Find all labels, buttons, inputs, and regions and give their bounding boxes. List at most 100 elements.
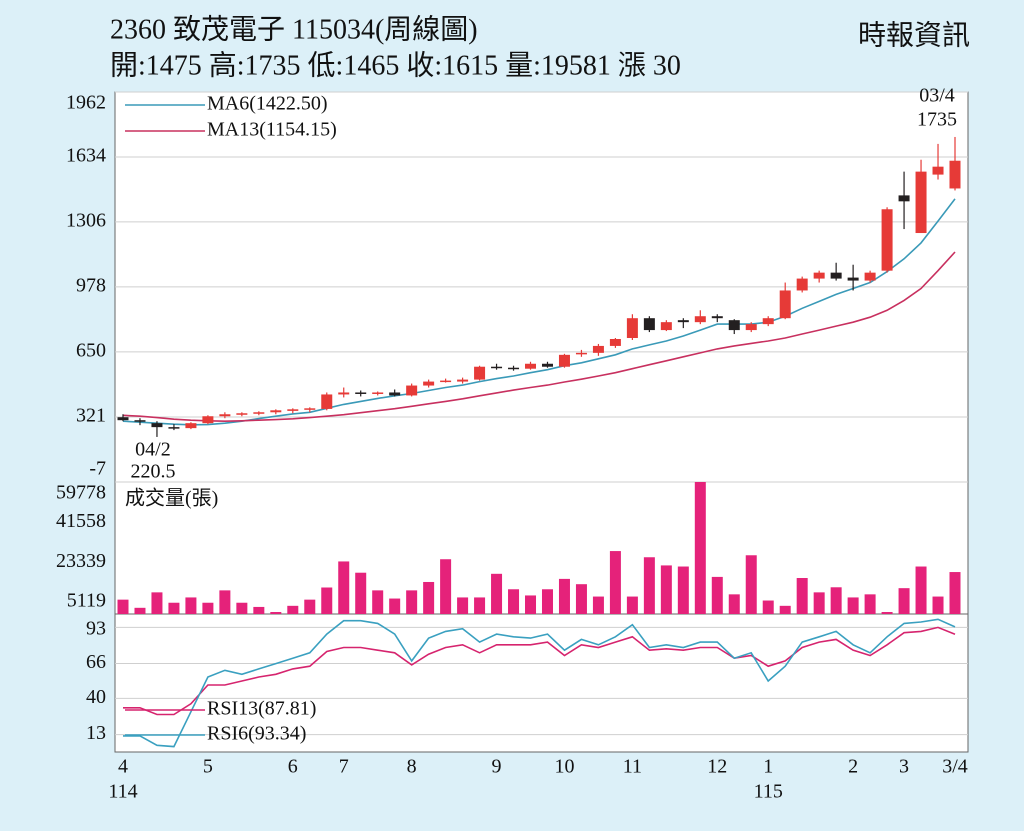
y-tick-label: 93 <box>86 618 106 640</box>
candle-body <box>372 392 384 394</box>
series-line <box>122 198 956 426</box>
candle-body <box>609 338 621 346</box>
bar <box>745 555 757 614</box>
candle-body <box>389 392 401 396</box>
bar <box>440 559 452 614</box>
bar <box>304 599 316 614</box>
candle-body <box>168 427 180 429</box>
candle-body <box>423 381 435 386</box>
annotation-value: 220.5 <box>130 461 175 483</box>
y-tick-label: 40 <box>86 686 106 708</box>
bar <box>762 600 774 614</box>
bar <box>830 587 842 614</box>
source: 時報資訊 <box>858 19 970 51</box>
candle-body <box>525 363 537 369</box>
candle-body <box>508 367 520 370</box>
x-tick-label: 8 <box>407 756 417 778</box>
candle-body <box>440 380 452 383</box>
bar <box>694 482 706 614</box>
bar <box>202 602 214 614</box>
candle-body <box>202 416 214 424</box>
bar <box>932 596 944 614</box>
candle-body <box>626 318 638 339</box>
candle-body <box>932 166 944 175</box>
x-tick-label: 3 <box>899 756 909 778</box>
candle-body <box>660 322 672 331</box>
candle-body <box>253 412 265 414</box>
legend-label: MA6(1422.50) <box>207 93 328 115</box>
x-tick-label: 7 <box>339 756 349 778</box>
y-tick-label: 978 <box>76 274 106 296</box>
bar <box>389 598 401 614</box>
bar <box>287 605 299 614</box>
candle-body <box>406 385 418 396</box>
bar <box>728 594 740 614</box>
bar <box>117 599 129 614</box>
bar <box>915 566 927 614</box>
bar <box>796 578 808 614</box>
summary: 開:1475 高:1735 低:1465 收:1615 量:19581 漲 30 <box>110 49 681 81</box>
bar <box>406 590 418 614</box>
candle-body <box>864 272 876 281</box>
y-tick-label: 650 <box>76 339 106 361</box>
bar <box>270 612 282 614</box>
candle-body <box>558 354 570 367</box>
candle-body <box>321 394 333 409</box>
candle-body <box>881 209 893 271</box>
bar <box>457 597 469 614</box>
y-tick-label: 41558 <box>56 510 106 532</box>
series-line <box>122 251 956 423</box>
candle-body <box>847 277 859 281</box>
candle-body <box>949 160 961 189</box>
y-tick-label: 1306 <box>66 210 106 232</box>
bar <box>575 584 587 614</box>
bar <box>253 606 265 614</box>
annotation: 04/2 <box>135 439 171 461</box>
bar <box>558 578 570 614</box>
x-tick-label: 2 <box>848 756 858 778</box>
candle-body <box>304 408 316 410</box>
bar <box>881 612 893 614</box>
bar <box>847 597 859 614</box>
candle-body <box>134 420 146 422</box>
candle-body <box>694 316 706 323</box>
candle-body <box>915 171 927 234</box>
x-tick-label: 6 <box>288 756 298 778</box>
candle-body <box>830 272 842 279</box>
bar <box>592 596 604 614</box>
bar <box>168 602 180 614</box>
y-tick-label: 59778 <box>56 482 106 504</box>
bar <box>474 597 486 614</box>
bar <box>236 602 248 614</box>
legend-label: RSI13(87.81) <box>207 698 316 720</box>
candle-body <box>796 278 808 291</box>
bar <box>525 595 537 614</box>
candle-body <box>779 290 791 319</box>
candle-body <box>677 320 689 323</box>
x-tick-label: 5 <box>203 756 213 778</box>
x-year-label: 114 <box>108 781 137 803</box>
bar <box>355 572 367 614</box>
candle-body <box>745 324 757 331</box>
y-tick-label: 1962 <box>66 92 106 114</box>
series-line <box>123 626 956 716</box>
bar <box>508 589 520 614</box>
candle-body <box>728 320 740 331</box>
bar <box>134 607 146 614</box>
y-tick-label: 66 <box>86 651 106 673</box>
y-tick-label: 321 <box>76 405 106 427</box>
x-tick-label: 12 <box>707 756 727 778</box>
candle-body <box>898 195 910 202</box>
bar <box>541 589 553 614</box>
bar <box>151 592 163 614</box>
candle-body <box>541 363 553 367</box>
candle-body <box>813 272 825 279</box>
candle-body <box>474 366 486 380</box>
bar <box>949 572 961 614</box>
candle-body <box>762 318 774 325</box>
series-line <box>123 618 956 748</box>
candle-body <box>236 413 248 415</box>
legend-label: MA13(1154.15) <box>207 119 337 141</box>
bar <box>372 590 384 614</box>
